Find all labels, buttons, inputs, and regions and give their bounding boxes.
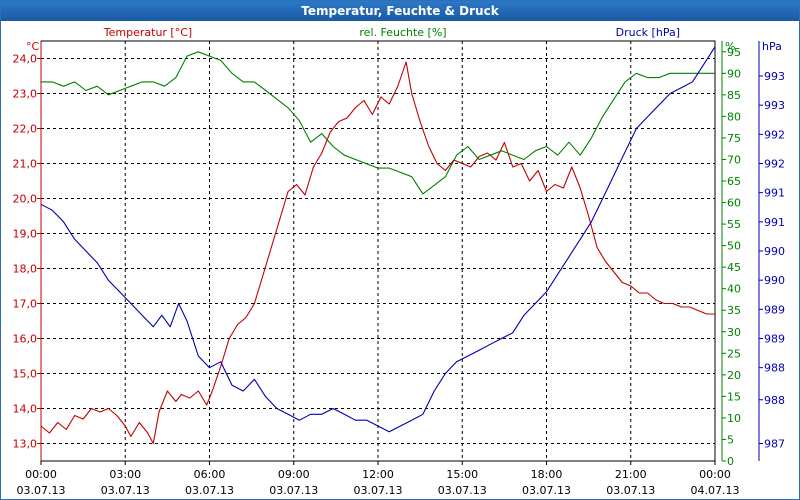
legend-entry: rel. Feuchte [%] bbox=[359, 26, 446, 39]
temperature-tick-label: 17,0 bbox=[13, 298, 38, 311]
x-tick-date-label: 03.07.13 bbox=[185, 484, 234, 497]
pressure-tick-label: 992 bbox=[764, 128, 785, 141]
humidity-tick-label: 55 bbox=[727, 218, 741, 231]
humidity-tick-label: 25 bbox=[727, 347, 741, 360]
pressure-tick-label: 990 bbox=[764, 245, 785, 258]
humidity-tick-label: 50 bbox=[727, 240, 741, 253]
chart-labels: 13,0 14,0 15,0 16,0 17,0 18,0 19,0 20,0 21,0 22,0… bbox=[13, 26, 786, 497]
pressure-tick-label: 990 bbox=[764, 274, 785, 287]
humidity-tick-label: 70 bbox=[727, 153, 741, 166]
temperature-unit-label: °C bbox=[26, 40, 40, 53]
chart-series bbox=[40, 46, 716, 445]
x-tick-date-label: 03.07.13 bbox=[269, 484, 318, 497]
pressure-tick-label: 989 bbox=[764, 333, 785, 346]
temperature-tick-label: 15,0 bbox=[13, 368, 38, 381]
temperature-tick-label: 22,0 bbox=[13, 123, 38, 136]
pressure-tick-label: 992 bbox=[764, 158, 785, 171]
x-tick-time-label: 09:00 bbox=[278, 468, 310, 481]
x-tick-date-label: 03.07.13 bbox=[354, 484, 403, 497]
legend-entry: Temperatur [°C] bbox=[103, 26, 192, 39]
humidity-tick-label: 65 bbox=[727, 175, 741, 188]
temperature-tick-label: 19,0 bbox=[13, 228, 38, 241]
humidity-tick-label: 75 bbox=[727, 132, 741, 145]
pressure-tick-label: 991 bbox=[764, 187, 785, 200]
humidity-tick-label: 0 bbox=[727, 455, 734, 468]
x-tick-date-label: 03.07.13 bbox=[438, 484, 487, 497]
temperature-tick-label: 14,0 bbox=[13, 403, 38, 416]
temperature-tick-label: 16,0 bbox=[13, 333, 38, 346]
humidity-tick-label: 40 bbox=[727, 283, 741, 296]
temperature-tick-label: 23,0 bbox=[13, 88, 38, 101]
chart-axes bbox=[37, 41, 763, 465]
pressure-tick-label: 988 bbox=[764, 362, 785, 375]
humidity-tick-label: 85 bbox=[727, 89, 741, 102]
x-tick-time-label: 15:00 bbox=[446, 468, 478, 481]
pressure-tick-label: 987 bbox=[764, 438, 785, 451]
x-tick-date-label: 03.07.13 bbox=[522, 484, 571, 497]
humidity-tick-label: 95 bbox=[727, 46, 741, 59]
humidity-tick-label: 80 bbox=[727, 110, 741, 123]
temperature-line bbox=[40, 61, 715, 445]
humidity-tick-label: 35 bbox=[727, 304, 741, 317]
pressure-tick-label: 993 bbox=[764, 99, 785, 112]
pressure-tick-label: 988 bbox=[764, 394, 785, 407]
humidity-tick-label: 10 bbox=[727, 412, 741, 425]
x-tick-time-label: 18:00 bbox=[531, 468, 563, 481]
temperature-tick-label: 21,0 bbox=[13, 158, 38, 171]
x-tick-time-label: 03:00 bbox=[109, 468, 141, 481]
pressure-line bbox=[40, 46, 716, 433]
humidity-tick-label: 15 bbox=[727, 390, 741, 403]
x-tick-date-label: 03.07.13 bbox=[101, 484, 150, 497]
chart-grid bbox=[40, 40, 716, 462]
pressure-tick-label: 991 bbox=[764, 216, 785, 229]
temperature-tick-label: 20,0 bbox=[13, 193, 38, 206]
x-tick-time-label: 21:00 bbox=[615, 468, 647, 481]
x-tick-date-label: 03.07.13 bbox=[606, 484, 655, 497]
humidity-tick-label: 20 bbox=[727, 369, 741, 382]
x-tick-time-label: 06:00 bbox=[194, 468, 226, 481]
pressure-tick-label: 989 bbox=[764, 303, 785, 316]
humidity-tick-label: 90 bbox=[727, 67, 741, 80]
x-tick-date-label: 04.07.13 bbox=[691, 484, 740, 497]
temperature-tick-label: 24,0 bbox=[13, 53, 38, 66]
x-tick-time-label: 00:00 bbox=[699, 468, 731, 481]
pressure-tick-label: 993 bbox=[764, 70, 785, 83]
window-title: Temperatur, Feuchte & Druck bbox=[1, 1, 799, 21]
pressure-unit-label: hPa bbox=[762, 40, 782, 53]
humidity-tick-label: 30 bbox=[727, 326, 741, 339]
legend-entry: Druck [hPa] bbox=[616, 26, 680, 39]
humidity-line bbox=[41, 51, 715, 195]
temperature-tick-label: 13,0 bbox=[13, 438, 38, 451]
humidity-tick-label: 45 bbox=[727, 261, 741, 274]
humidity-tick-label: 60 bbox=[727, 197, 741, 210]
humidity-unit-label: % bbox=[725, 40, 735, 53]
x-tick-time-label: 00:00 bbox=[25, 468, 57, 481]
temperature-tick-label: 18,0 bbox=[13, 263, 38, 276]
x-tick-time-label: 12:00 bbox=[362, 468, 394, 481]
x-tick-date-label: 03.07.13 bbox=[17, 484, 66, 497]
humidity-tick-label: 5 bbox=[727, 433, 734, 446]
